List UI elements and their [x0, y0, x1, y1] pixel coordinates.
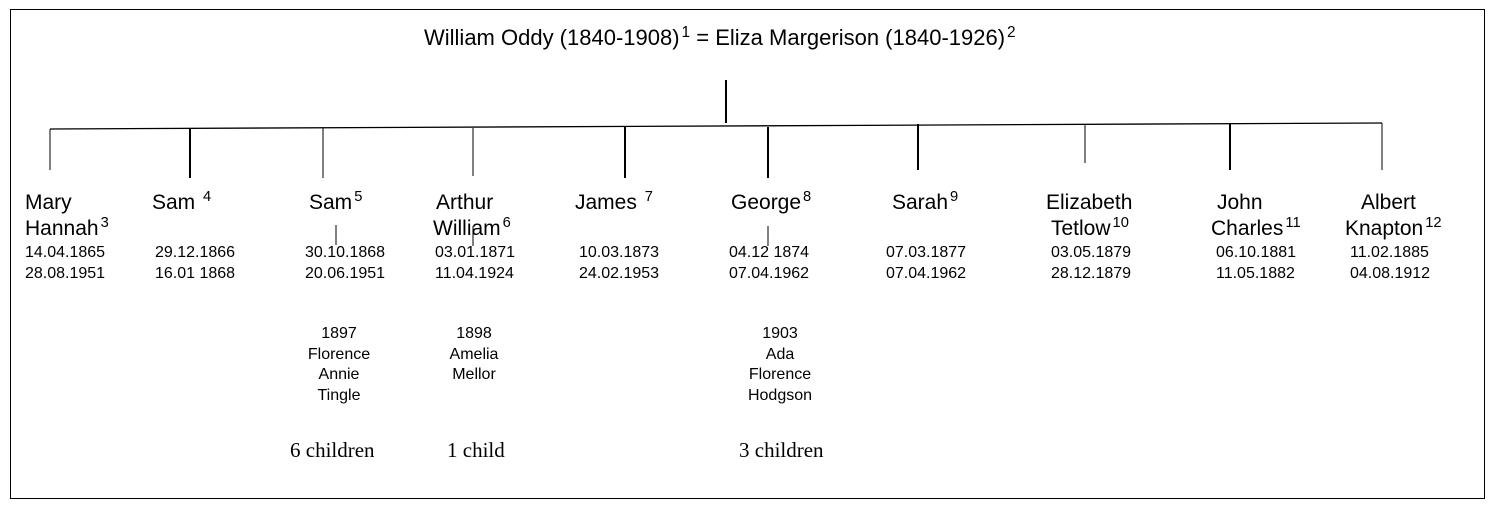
child-ref-7: 9 [950, 188, 959, 205]
child-dates-5: 10.03.1873 24.02.1953 [579, 243, 659, 284]
child-name-7: Sarah 9 [892, 188, 959, 214]
child-dates-3: 30.10.1868 20.06.1951 [305, 243, 385, 284]
spouse-name-line: Tingle [317, 386, 361, 404]
birth-date: 10.03.1873 [579, 244, 660, 261]
birth-date: 14.04.1865 [25, 244, 106, 261]
child-ref-10: 12 [1425, 214, 1442, 231]
birth-date: 11.02.1885 [1350, 244, 1429, 261]
spouse-name-line: Ada [765, 345, 795, 363]
marriage-sign: = [696, 25, 710, 50]
birth-date: 06.10.1881 [1216, 244, 1297, 261]
marriage-year: 1897 [321, 325, 357, 342]
child-ref-8: 10 [1112, 214, 1129, 231]
child-name-9: John Charles 11 [1211, 191, 1301, 240]
death-date: 20.06.1951 [305, 264, 386, 282]
death-date: 04.08.1912 [1350, 264, 1431, 282]
death-date: 28.08.1951 [25, 264, 106, 282]
child-name-4: Arthur William 6 [433, 191, 511, 240]
child-ref-4: 6 [502, 214, 511, 231]
father-ref: 1 [681, 23, 691, 41]
child-ref-5: 7 [644, 188, 653, 205]
child-name-8: Elizabeth Tetlow 10 [1046, 191, 1133, 240]
birth-date: 03.01.1871 [435, 244, 516, 261]
children-count-3: 6 children [290, 438, 375, 462]
child-ref-1: 3 [100, 214, 109, 231]
sibling-bar [49, 122, 1383, 130]
child-name-5: James 7 [575, 188, 653, 214]
spouse-block-3: 1897 Florence Annie Tingle [303, 324, 375, 406]
spouse-name-line: Annie [318, 366, 360, 383]
child-ref-9: 11 [1285, 214, 1301, 231]
birth-date: 30.10.1868 [305, 244, 386, 261]
children-count-4: 1 child [447, 438, 505, 462]
child-ref-2: 4 [203, 188, 212, 205]
spouse-name-line: Florence [307, 345, 371, 363]
mother-name: Eliza Margerison (1840-1926) [715, 25, 1006, 50]
death-date: 11.04.1924 [435, 264, 514, 282]
father-name: William Oddy (1840-1908) [424, 25, 680, 50]
death-date: 07.04.1962 [886, 264, 967, 282]
child-name-2: Sam 4 [152, 188, 212, 214]
child-name-1: Mary Hannah 3 [25, 191, 109, 240]
marriage-year: 1898 [456, 325, 492, 342]
child-ref-6: 8 [803, 188, 812, 205]
spouse-block-6: 1903 Ada Florence Hodgson [740, 324, 820, 406]
birth-date: 04.12 1874 [729, 244, 810, 261]
birth-date: 07.03.1877 [886, 244, 967, 261]
child-dates-7: 07.03.1877 07.04.1962 [886, 243, 966, 284]
child-dates-2: 29.12.1866 16.01 1868 [155, 243, 235, 284]
spouse-block-4: 1898 Amelia Mellor [442, 324, 506, 386]
child-name-10: Albert Knapton 12 [1345, 191, 1442, 240]
child-dates-9: 06.10.1881 11.05.1882 [1216, 243, 1296, 284]
spouse-name-line: Amelia [449, 345, 499, 363]
birth-date: 29.12.1866 [155, 244, 236, 261]
child-name-3: Sam 5 [309, 188, 363, 214]
child-dates-6: 04.12 1874 07.04.1962 [729, 243, 809, 284]
child-dates-1: 14.04.1865 28.08.1951 [25, 243, 105, 284]
death-date: 28.12.1879 [1051, 264, 1132, 282]
child-dates-10: 11.02.1885 04.08.1912 [1350, 243, 1430, 284]
death-date: 24.02.1953 [579, 264, 660, 282]
mother-ref: 2 [1007, 23, 1016, 41]
spouse-name-line: Mellor [452, 366, 496, 383]
death-date: 07.04.1962 [729, 264, 810, 282]
death-date: 16.01 1868 [155, 264, 236, 282]
marriage-year: 1903 [762, 325, 798, 342]
child-dates-8: 03.05.1879 28.12.1879 [1051, 243, 1131, 284]
spouse-name-line: Hodgson [747, 386, 813, 404]
birth-date: 03.05.1879 [1051, 244, 1132, 261]
death-date: 11.05.1882 [1216, 264, 1295, 282]
child-name-6: George 8 [731, 188, 812, 214]
parents-title: William Oddy (1840-1908) 1 = Eliza Marger… [424, 23, 1016, 50]
child-dates-4: 03.01.1871 11.04.1924 [435, 243, 515, 284]
diagram-frame [10, 9, 1485, 499]
child-ref-3: 5 [354, 188, 363, 205]
spouse-name-line: Florence [748, 366, 812, 383]
children-count-6: 3 children [739, 438, 824, 462]
